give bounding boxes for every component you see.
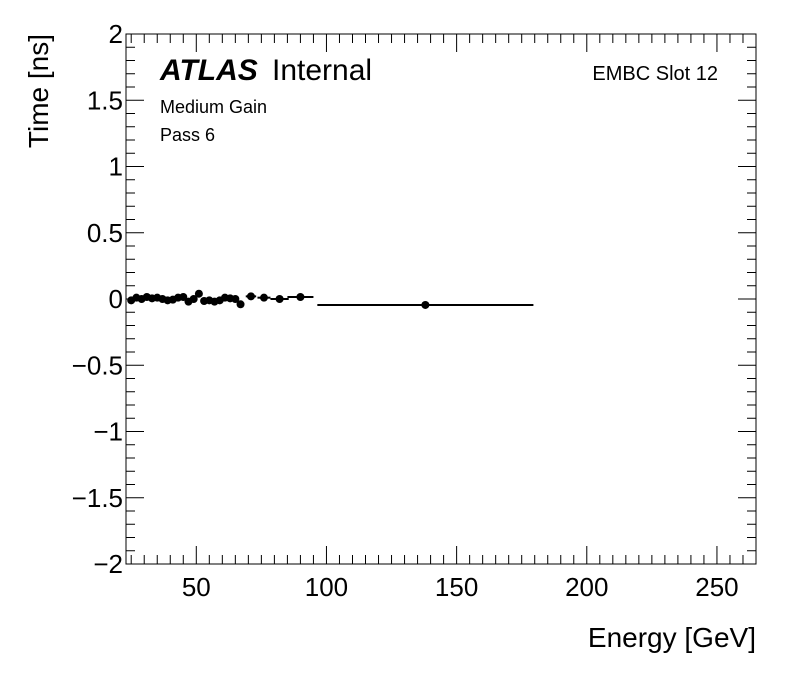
data-point bbox=[236, 300, 245, 309]
pass-label: Pass 6 bbox=[160, 125, 215, 145]
data-point bbox=[421, 300, 430, 309]
x-tick-label: 250 bbox=[695, 572, 738, 602]
gain-label: Medium Gain bbox=[160, 97, 267, 117]
y-tick-label: −0.5 bbox=[72, 350, 123, 380]
x-axis-title: Energy [GeV] bbox=[588, 622, 756, 653]
x-tick-label: 150 bbox=[435, 572, 478, 602]
y-tick-label: −1.5 bbox=[72, 483, 123, 513]
y-tick-label: −1 bbox=[93, 417, 123, 447]
x-tick-label: 50 bbox=[182, 572, 211, 602]
internal-label: Internal bbox=[272, 54, 372, 87]
tick-labels: 50 100 150 200 250 2 1.5 1 0.5 0 −0.5 −1 −1.5 −2 bbox=[72, 19, 739, 602]
y-tick-label: 2 bbox=[109, 19, 123, 49]
axis-ticks bbox=[126, 33, 757, 565]
data-points bbox=[127, 289, 534, 309]
x-tick-label: 200 bbox=[565, 572, 608, 602]
y-tick-label: −2 bbox=[93, 549, 123, 579]
y-tick-label: 1.5 bbox=[87, 85, 123, 115]
data-point bbox=[194, 289, 203, 298]
y-tick-label: 0.5 bbox=[87, 218, 123, 248]
atlas-label: ATLAS bbox=[159, 54, 258, 87]
data-point bbox=[179, 293, 188, 302]
data-point bbox=[231, 295, 240, 303]
data-point bbox=[246, 292, 255, 301]
data-point bbox=[275, 295, 284, 303]
data-point bbox=[296, 293, 305, 302]
y-tick-label: 1 bbox=[109, 152, 123, 182]
slot-label: EMBC Slot 12 bbox=[592, 63, 718, 85]
y-tick-label: 0 bbox=[109, 284, 123, 314]
data-point bbox=[189, 295, 198, 303]
data-point bbox=[259, 293, 268, 302]
y-axis-title: Time [ns] bbox=[23, 34, 54, 148]
x-tick-label: 100 bbox=[305, 572, 348, 602]
